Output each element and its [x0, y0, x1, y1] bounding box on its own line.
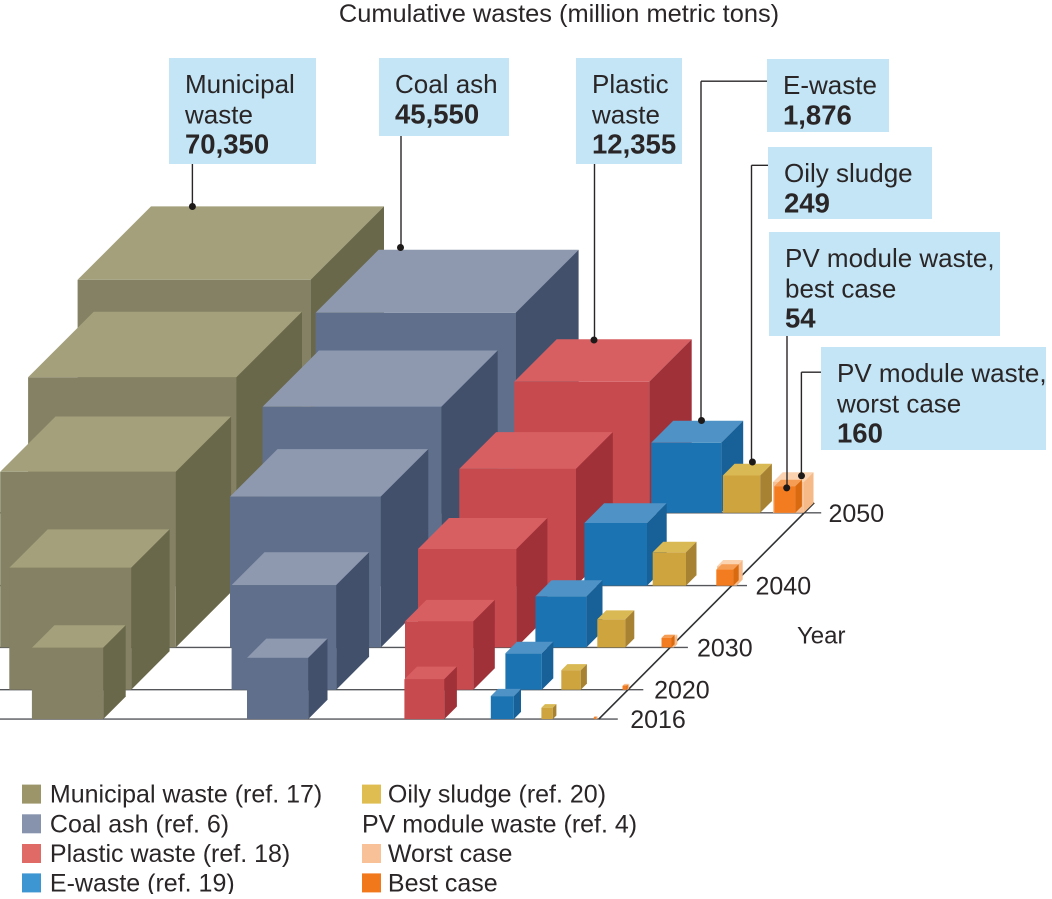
svg-text:Coal ash: Coal ash: [395, 69, 498, 99]
svg-text:Oily sludge: Oily sludge: [784, 158, 913, 188]
svg-text:45,550: 45,550: [395, 98, 479, 129]
svg-text:Plastic: Plastic: [592, 69, 669, 99]
svg-text:waste: waste: [591, 99, 660, 129]
svg-text:Best case: Best case: [388, 869, 498, 894]
svg-text:Municipal waste (ref. 17): Municipal waste (ref. 17): [50, 781, 322, 809]
svg-text:best case: best case: [785, 273, 896, 303]
svg-text:2020: 2020: [654, 677, 710, 705]
svg-text:Cumulative wastes (million met: Cumulative wastes (million metric tons): [339, 0, 779, 28]
svg-text:Municipal: Municipal: [185, 69, 295, 99]
svg-text:Year: Year: [797, 623, 846, 650]
svg-text:Coal ash (ref. 6): Coal ash (ref. 6): [50, 810, 229, 838]
svg-text:2040: 2040: [756, 573, 812, 601]
svg-text:2050: 2050: [829, 500, 885, 528]
svg-text:70,350: 70,350: [185, 129, 269, 160]
svg-text:1,876: 1,876: [783, 99, 852, 130]
svg-text:2016: 2016: [630, 706, 686, 734]
svg-text:E-waste: E-waste: [783, 70, 877, 100]
svg-text:12,355: 12,355: [592, 129, 676, 160]
svg-text:160: 160: [837, 418, 883, 449]
svg-text:Oily sludge (ref. 20): Oily sludge (ref. 20): [388, 781, 606, 809]
svg-text:54: 54: [785, 303, 816, 334]
svg-text:E-waste (ref. 19): E-waste (ref. 19): [50, 869, 235, 894]
svg-text:waste: waste: [184, 99, 253, 129]
svg-text:Plastic waste (ref. 18): Plastic waste (ref. 18): [50, 840, 290, 868]
svg-text:PV module waste (ref. 4): PV module waste (ref. 4): [362, 810, 637, 838]
svg-text:2030: 2030: [697, 634, 753, 662]
svg-text:249: 249: [784, 187, 830, 218]
svg-text:worst case: worst case: [836, 388, 961, 418]
svg-text:PV module waste,: PV module waste,: [785, 243, 995, 273]
svg-text:PV module waste,: PV module waste,: [837, 358, 1047, 388]
svg-text:Worst case: Worst case: [388, 840, 513, 868]
